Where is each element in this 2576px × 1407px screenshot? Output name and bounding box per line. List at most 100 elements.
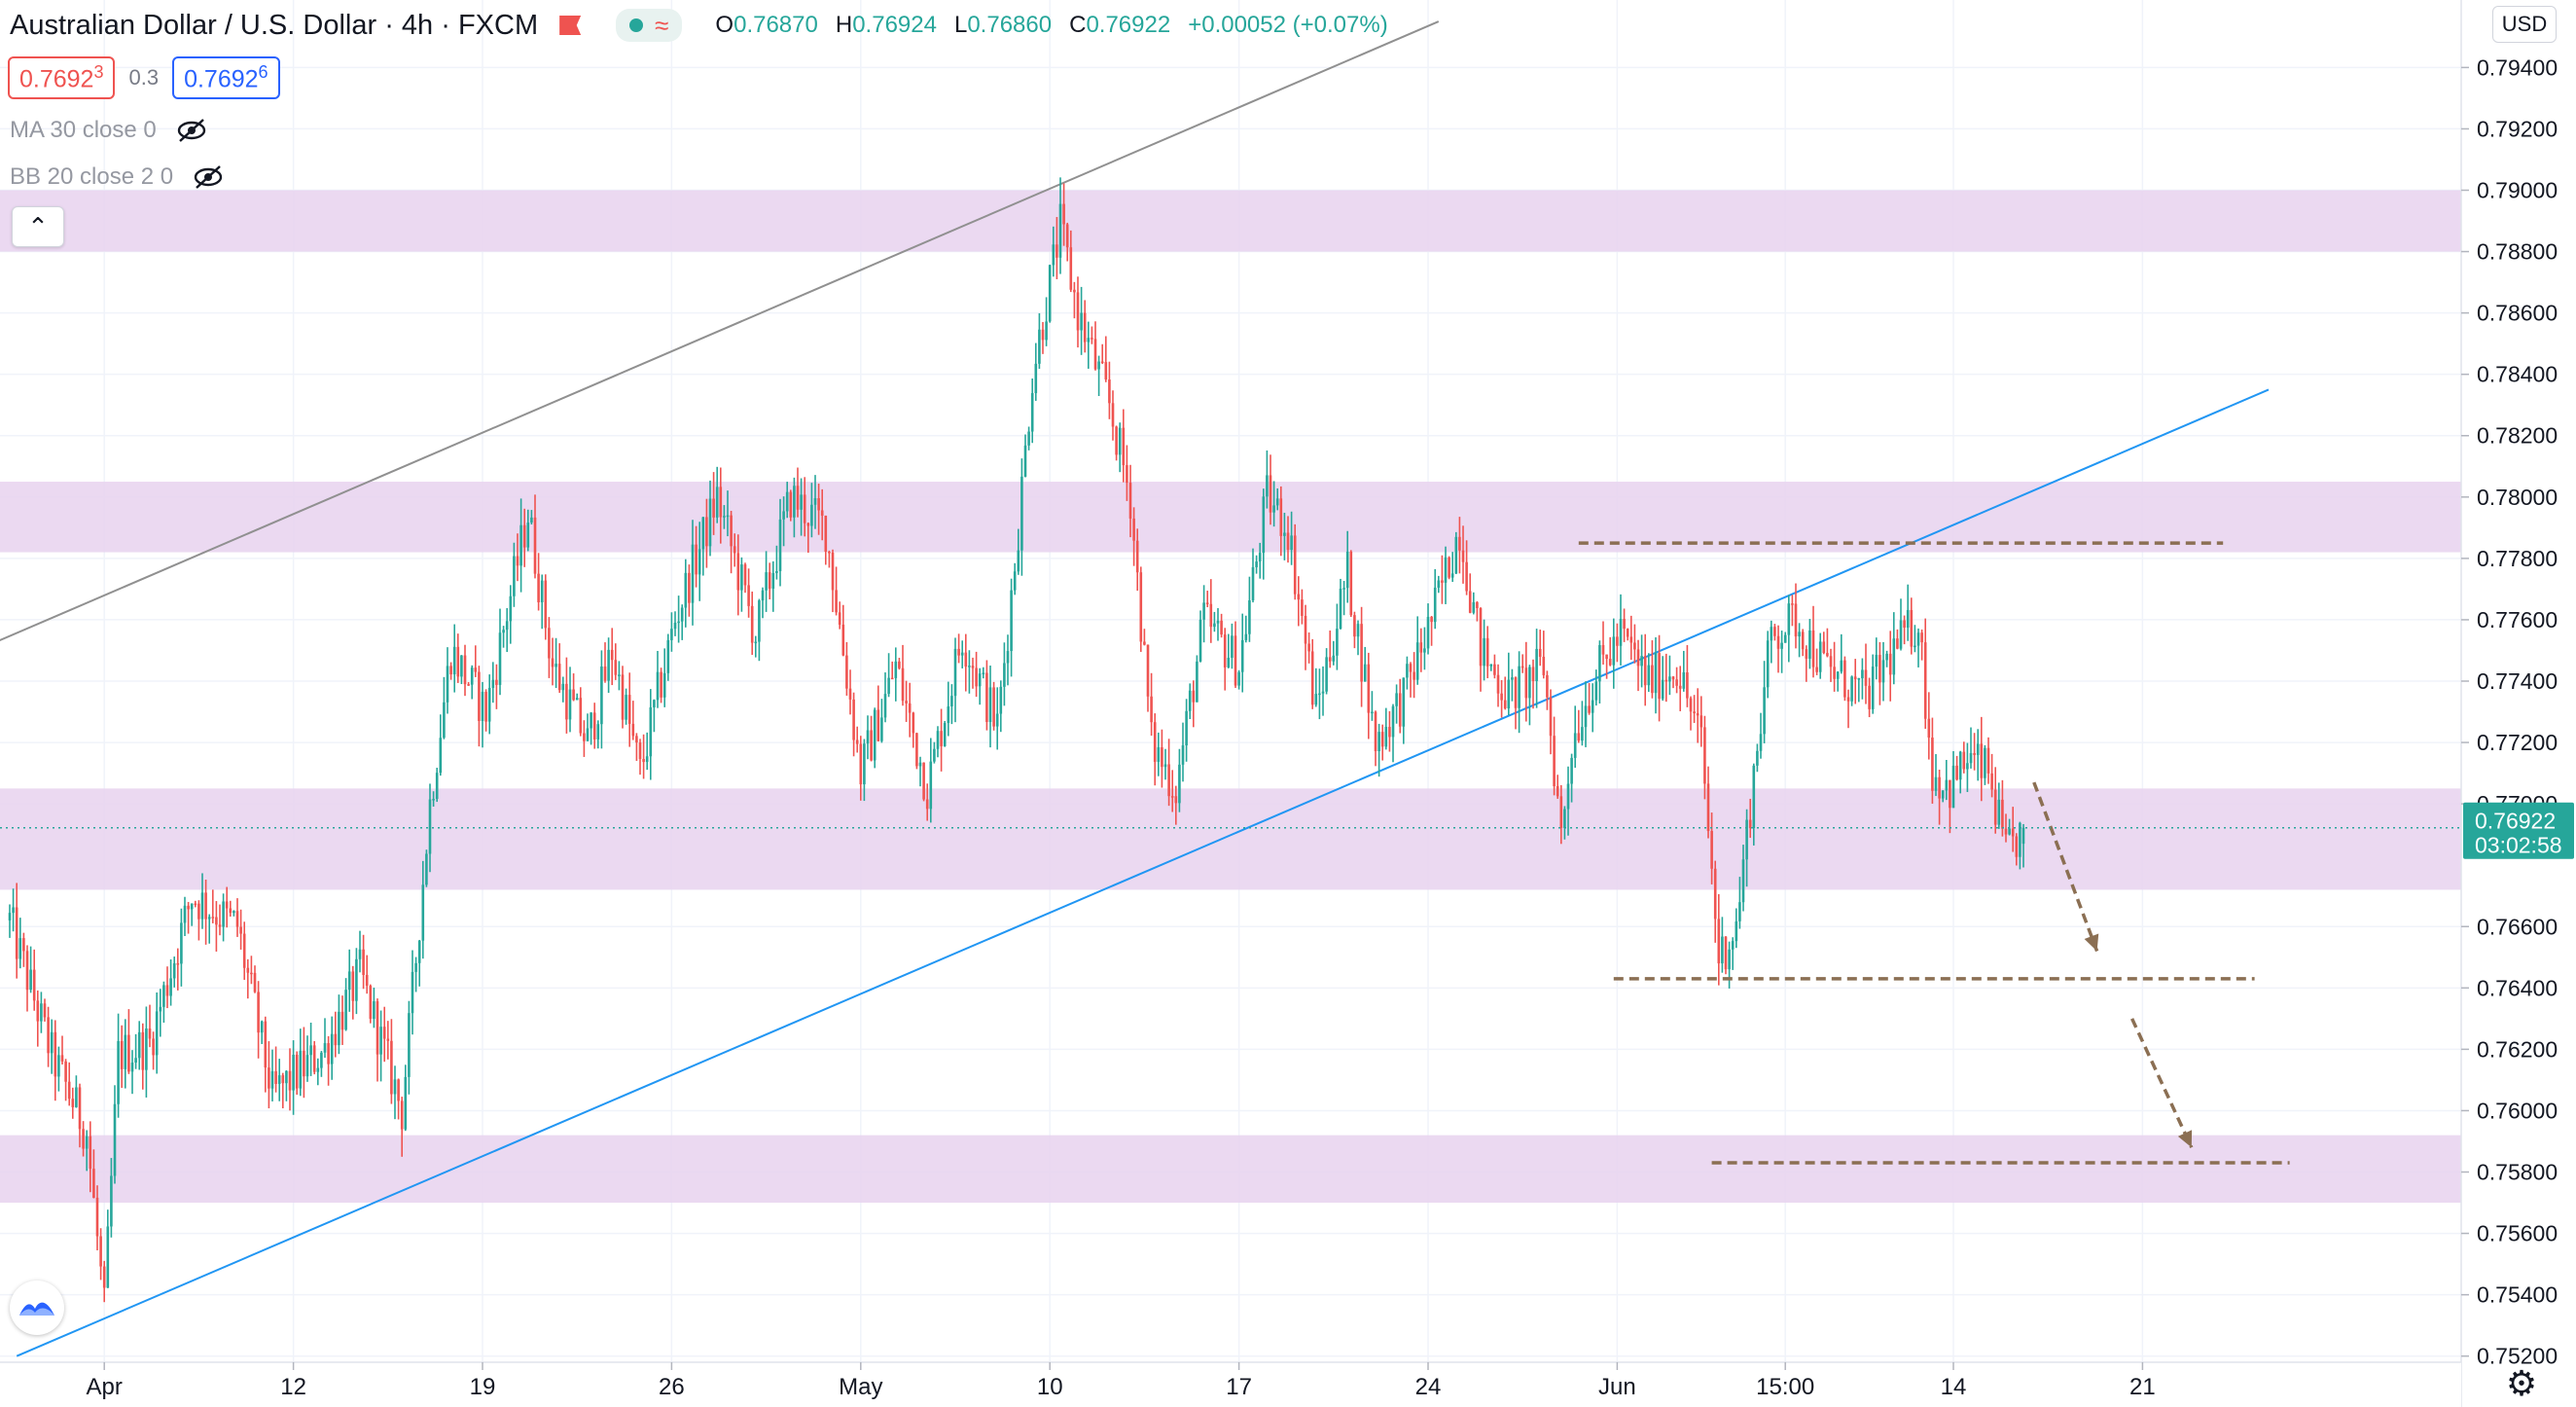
candle-up [1752, 765, 1756, 829]
chart-settings-gear-icon[interactable]: ⚙ [2505, 1363, 2538, 1403]
candle-up [1966, 763, 1969, 770]
hidden-eye-icon[interactable] [193, 164, 224, 190]
price-axis[interactable]: 0.75200 0.75400 0.75600 0.75800 0.76000 0.762… [2460, 0, 2576, 1407]
candle-down [660, 671, 662, 698]
candle-down [89, 1136, 92, 1170]
candle-down [1920, 632, 1923, 643]
candle-up [988, 687, 992, 722]
candle-down [120, 1040, 124, 1069]
indicator-ma[interactable]: MA 30 close 0 [10, 117, 207, 144]
candle-down [1633, 642, 1636, 650]
candle-up [1984, 747, 1986, 778]
candle-up [670, 629, 673, 640]
candle-up [145, 1028, 148, 1070]
candle-down [362, 949, 365, 975]
flag-icon[interactable] [559, 16, 582, 35]
candle-up [1899, 620, 1903, 649]
candle-up [1640, 656, 1643, 667]
dashed-target-levels[interactable] [1578, 541, 2290, 1165]
time-tick-label: 21 [2129, 1374, 2156, 1400]
candle-down [274, 1070, 277, 1084]
candle-down [1083, 312, 1087, 343]
hidden-eye-icon[interactable] [176, 118, 207, 143]
candle-down [1616, 636, 1619, 646]
candle-up [1951, 765, 1955, 809]
candle-up [813, 498, 817, 505]
candle-up [1818, 641, 1822, 672]
candle-up [1227, 657, 1231, 667]
candle-down [390, 1040, 393, 1095]
interval-label[interactable]: 4h [401, 9, 434, 41]
candle-down [824, 515, 828, 552]
candle-up [1395, 693, 1398, 706]
candle-down [1524, 667, 1528, 699]
candle-up [162, 985, 165, 1007]
candle-up [1283, 532, 1286, 536]
candle-down [303, 1050, 305, 1077]
candle-down [64, 1061, 67, 1082]
candle-down [1811, 630, 1815, 667]
candle-down [257, 992, 260, 1033]
price-axis-bg [2461, 0, 2576, 1407]
symbol-title[interactable]: Australian Dollar / U.S. Dollar · 4h · F… [10, 9, 539, 41]
candle-up [1342, 588, 1345, 590]
candle-down [1269, 475, 1272, 513]
candle-down [642, 758, 645, 763]
candle-up [428, 799, 432, 854]
candle-up [793, 486, 796, 518]
candle-down [1903, 620, 1906, 629]
candle-up [1945, 779, 1949, 791]
candle-up [1199, 619, 1202, 662]
candle-down [25, 951, 29, 991]
currency-button[interactable]: USD [2492, 6, 2557, 43]
candle-down [1923, 642, 1927, 719]
candle-down [1514, 677, 1518, 708]
trendlines[interactable] [0, 20, 2270, 1357]
candle-down [557, 664, 561, 691]
time-tick-label: 26 [659, 1374, 685, 1400]
candle-down [719, 487, 723, 518]
close-value: 0.76922 [1086, 12, 1171, 38]
candle-up [866, 730, 870, 744]
candle-up [1518, 666, 1521, 708]
candle-up [299, 1050, 303, 1089]
projection-arrows[interactable] [2032, 781, 2194, 1149]
candle-up [698, 549, 701, 575]
candle-down [1608, 659, 1612, 666]
candle-up [1006, 651, 1010, 664]
candle-up [1780, 642, 1783, 649]
market-status[interactable]: ≈ [616, 9, 683, 42]
candle-up [933, 748, 936, 762]
candle-down [1962, 751, 1966, 770]
arrow-head-icon [2177, 1130, 2193, 1148]
time-axis[interactable]: Apr 12 19 26 May 10 17 24 Jun 15:00 14 21 [0, 1361, 2461, 1407]
candle-down [1843, 660, 1846, 698]
candle-down [789, 491, 793, 518]
candle-down [730, 515, 733, 547]
candle-up [1535, 648, 1538, 681]
candle-down [1542, 656, 1546, 675]
candle-up [18, 938, 22, 959]
candle-up [1181, 745, 1185, 765]
tradingview-logo-icon[interactable] [10, 1281, 64, 1335]
time-tick-label: May [839, 1374, 882, 1400]
candle-up [113, 1103, 117, 1176]
candle-up [1598, 644, 1601, 682]
candle-up [1654, 653, 1658, 694]
buy-button[interactable]: 0.76926 [172, 56, 280, 100]
candle-down [1706, 783, 1710, 832]
price-tick-label: 0.79400 [2477, 54, 2558, 80]
collapse-legend-button[interactable]: ⌃ [12, 206, 64, 247]
candle-up [1892, 638, 1896, 675]
candle-up [1371, 711, 1374, 714]
candle-down [1301, 599, 1304, 616]
candle-up [134, 1058, 137, 1064]
candle-up [1345, 551, 1349, 589]
sell-button[interactable]: 0.76923 [8, 56, 116, 100]
candle-down [204, 892, 207, 920]
indicator-bb[interactable]: BB 20 close 2 0 [10, 163, 224, 191]
candle-down [1651, 665, 1654, 694]
trendline-blue [16, 388, 2270, 1357]
time-axis-bg [0, 1362, 2461, 1407]
